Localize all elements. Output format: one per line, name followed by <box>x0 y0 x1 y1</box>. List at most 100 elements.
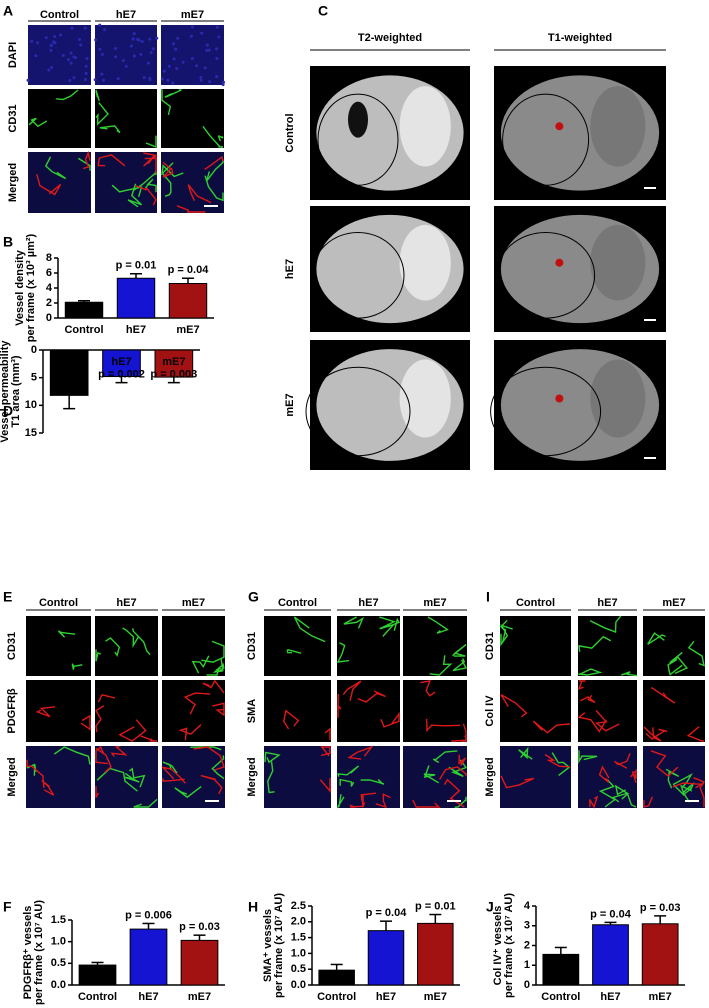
nucleus <box>195 64 199 68</box>
y-tick-label: 0 <box>524 979 530 991</box>
vessel <box>143 152 158 167</box>
row-label: SMA <box>246 699 258 724</box>
vessel <box>454 796 467 808</box>
vessel <box>178 724 202 741</box>
vessel <box>693 777 706 807</box>
vessel <box>320 746 331 757</box>
nucleus <box>84 71 88 75</box>
nucleus <box>207 48 211 52</box>
nucleus <box>149 50 153 54</box>
nucleus <box>190 56 194 60</box>
nucleus <box>147 61 151 65</box>
tumor-outline <box>317 93 399 186</box>
nucleus <box>98 47 102 51</box>
panel-letter: C <box>318 3 328 19</box>
nucleus <box>171 81 175 85</box>
micrograph <box>161 25 224 85</box>
micrograph <box>578 746 637 808</box>
vessel <box>412 799 441 808</box>
y-tick-label: 0.0 <box>51 979 66 991</box>
column-header: Control <box>278 597 317 609</box>
nucleus <box>172 42 176 46</box>
vessel <box>26 759 45 788</box>
bar <box>318 969 355 986</box>
y-tick-label: 10 <box>25 399 37 411</box>
y-tick-label: 1.0 <box>291 947 306 959</box>
vessel <box>217 135 224 142</box>
p-value: p = 0.04 <box>168 264 210 276</box>
bar <box>641 923 679 986</box>
vessel <box>212 702 225 717</box>
vessel <box>97 693 116 703</box>
vessel <box>647 632 666 645</box>
brain-inner <box>590 359 646 438</box>
vessel <box>665 768 680 789</box>
panel-letter: A <box>3 3 13 19</box>
vessel <box>319 778 331 794</box>
nucleus <box>217 35 221 39</box>
micrograph <box>403 616 467 676</box>
micrograph <box>26 616 91 676</box>
vessel <box>191 655 210 674</box>
nucleus <box>100 72 104 76</box>
y-tick-label: 8 <box>46 252 52 264</box>
y-tick-label: 0.5 <box>291 963 306 975</box>
x-tick-label: hE7 <box>138 991 158 1003</box>
y-tick-label: 1.5 <box>291 932 306 944</box>
p-value: p = 0.03 <box>179 921 220 933</box>
vessel <box>44 156 67 180</box>
nucleus <box>113 46 117 50</box>
vessel <box>282 709 300 730</box>
micrograph <box>28 89 91 148</box>
micrograph <box>403 680 467 742</box>
micrograph <box>264 680 331 742</box>
vessel <box>57 630 76 638</box>
micrograph <box>643 680 705 742</box>
nucleus <box>36 41 40 45</box>
bar <box>129 928 168 986</box>
y-axis-label: PDGFRβ⁺ vessels <box>22 906 34 1000</box>
vessel <box>28 117 48 128</box>
micrograph <box>264 616 331 676</box>
row-label: Col IV <box>484 695 496 727</box>
x-tick-label: hE7 <box>111 356 131 368</box>
vessel <box>500 775 535 789</box>
vessel <box>164 89 182 98</box>
panel-letter: I <box>486 589 490 605</box>
nucleus <box>47 68 51 72</box>
y-axis-label: T1 area (mm³) <box>10 355 22 427</box>
vessel <box>337 794 345 809</box>
nucleus <box>49 44 53 48</box>
nucleus <box>131 37 135 41</box>
micrograph <box>500 680 571 742</box>
nucleus <box>84 64 88 68</box>
vessel <box>324 727 331 740</box>
nucleus <box>69 51 73 55</box>
y-tick-label: 0.0 <box>291 979 306 991</box>
vessel <box>145 135 157 149</box>
vessel <box>532 720 571 734</box>
nucleus <box>215 25 219 29</box>
nucleus <box>205 43 209 47</box>
vessel <box>452 658 468 672</box>
micrograph <box>578 680 637 742</box>
micrograph <box>162 616 225 676</box>
nucleus <box>132 54 136 58</box>
bar <box>64 301 104 319</box>
panel-letter: J <box>486 899 494 915</box>
bar <box>49 349 89 396</box>
vessel <box>347 745 374 760</box>
vessel <box>387 617 401 631</box>
vessel <box>110 746 128 757</box>
nucleus <box>129 44 133 48</box>
vessel <box>650 686 676 704</box>
vessel <box>629 768 637 784</box>
tumor-outline <box>311 231 405 319</box>
vessel <box>160 88 172 116</box>
vessel <box>95 89 100 101</box>
vessel <box>135 184 157 206</box>
nucleus <box>139 52 143 56</box>
micrograph <box>500 616 571 676</box>
vessel <box>667 658 683 676</box>
